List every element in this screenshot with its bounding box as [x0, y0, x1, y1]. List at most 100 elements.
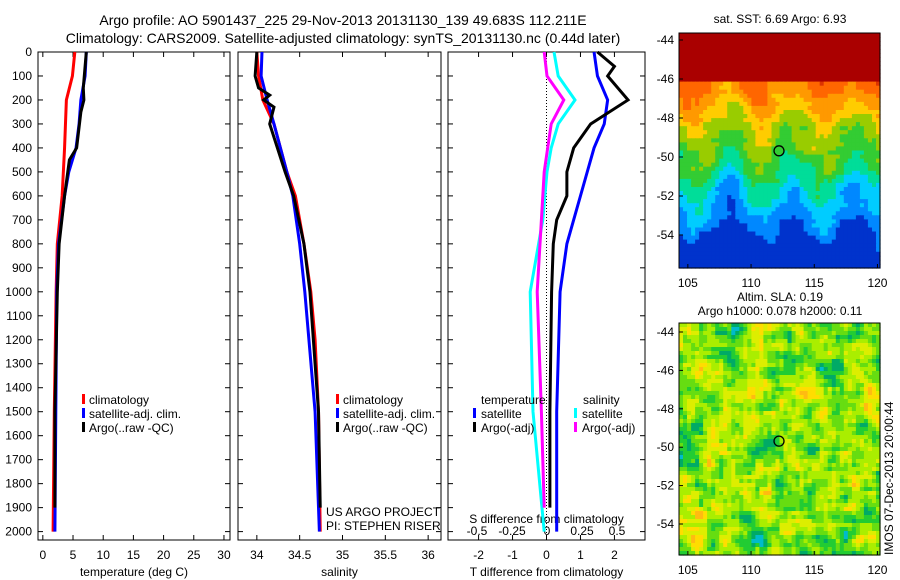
map-cell [739, 114, 744, 119]
map-cell [755, 387, 760, 392]
map-cell [759, 162, 764, 168]
map-cell [739, 158, 744, 164]
map-cell [811, 118, 817, 123]
map-cell [747, 459, 752, 464]
map-cell [723, 105, 728, 111]
map-cell [763, 134, 768, 139]
map-cell [803, 49, 809, 54]
map-cell [807, 411, 813, 416]
map-cell [851, 359, 857, 364]
map-cell [807, 53, 813, 58]
map-cell [763, 379, 768, 384]
map-cell [679, 263, 684, 269]
map-cell [687, 263, 692, 269]
map-cell [779, 367, 785, 372]
map-cell [711, 178, 716, 184]
map-cell [791, 207, 797, 212]
map-cell [775, 150, 781, 156]
map-cell [823, 363, 829, 368]
map-cell [823, 239, 829, 245]
map-cell [679, 351, 684, 356]
map-cell [847, 323, 853, 328]
map-cell [863, 407, 869, 412]
map-cell [827, 447, 833, 452]
map-cell [759, 57, 764, 62]
map-cell [803, 81, 809, 87]
map-cell [719, 339, 724, 344]
map-cell [719, 126, 724, 131]
map-cell [843, 371, 849, 376]
map-cell [731, 37, 736, 42]
map-cell [815, 101, 821, 107]
map-cell [839, 182, 845, 188]
map-cell [731, 142, 736, 148]
map-cell [819, 199, 825, 204]
map-cell [779, 371, 785, 376]
map-cell [759, 343, 764, 348]
map-cell [747, 351, 752, 356]
map-cell [811, 187, 817, 192]
map-cell [827, 395, 833, 400]
map-cell [863, 431, 869, 436]
map-cell [679, 138, 684, 143]
map-cell [787, 339, 793, 344]
map-cell [831, 114, 837, 119]
map-cell [839, 126, 845, 131]
map-cell [823, 375, 829, 380]
map-cell [751, 174, 756, 180]
map-cell [731, 423, 736, 428]
map-cell [743, 89, 748, 95]
map-cell [827, 431, 833, 436]
map-cell [687, 142, 692, 148]
map-cell [867, 363, 873, 368]
map-cell [779, 154, 785, 160]
map-cell [695, 251, 700, 257]
map-cell [843, 118, 849, 123]
map-cell [799, 327, 805, 332]
map-cell [872, 166, 877, 172]
map-cell [867, 138, 873, 143]
map-cell [876, 223, 881, 229]
map-cell [847, 162, 853, 168]
map-cell [835, 351, 841, 356]
map-cell [711, 243, 716, 249]
map-cell [767, 379, 772, 384]
map-cell [751, 459, 756, 464]
map-cell [823, 219, 829, 225]
map-cell [811, 174, 817, 180]
map-cell [831, 178, 837, 184]
map-cell [683, 363, 688, 368]
map-cell [815, 227, 821, 233]
map-cell [707, 239, 712, 245]
map-cell [831, 395, 837, 400]
map-cell [739, 138, 744, 143]
map-cell [735, 150, 740, 156]
map-cell [799, 347, 805, 352]
map-cell [872, 439, 877, 444]
annotation-text: PI: STEPHEN RISER [326, 519, 441, 533]
map-cell [723, 443, 728, 448]
map-cell [751, 363, 756, 368]
map-cell [835, 146, 841, 152]
map-cell [863, 122, 869, 127]
map-cell [727, 166, 732, 172]
map-cell [755, 391, 760, 396]
map-cell [759, 419, 764, 424]
map-cell [855, 243, 861, 249]
map-cell [755, 182, 760, 188]
map-cell [783, 359, 789, 364]
map-cell [747, 77, 752, 83]
map-cell [699, 451, 704, 456]
map-cell [739, 162, 744, 168]
map-cell [859, 110, 865, 115]
map-cell [855, 323, 861, 328]
map-cell [791, 347, 797, 352]
map-cell [851, 166, 857, 172]
map-cell [791, 451, 797, 456]
map-cell [819, 251, 825, 257]
map-cell [799, 411, 805, 416]
map-cell [831, 69, 837, 75]
map-cell [739, 359, 744, 364]
map-cell [799, 85, 805, 91]
map-cell [767, 363, 772, 368]
